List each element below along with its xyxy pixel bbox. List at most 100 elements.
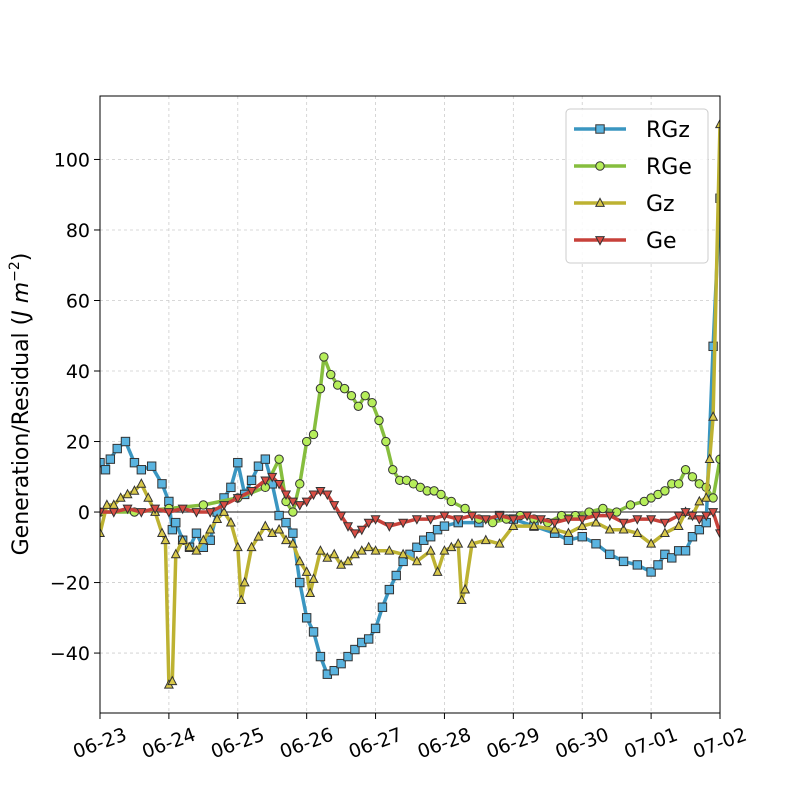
legend-label: Gz — [646, 192, 675, 217]
x-tick-label: 06-27 — [346, 724, 405, 764]
legend-box — [565, 108, 709, 264]
data-point — [280, 534, 292, 545]
data-point — [425, 532, 436, 542]
data-point — [425, 515, 436, 525]
data-point — [381, 436, 391, 447]
data-point — [308, 490, 319, 501]
data-point — [101, 499, 112, 509]
y-tick-label: −20 — [50, 573, 90, 595]
data-point — [708, 411, 719, 421]
data-point — [704, 453, 715, 464]
data-point — [714, 118, 720, 129]
data-point — [370, 545, 381, 555]
data-point — [687, 532, 698, 542]
data-point — [590, 511, 602, 522]
y-tick-label: 20 — [66, 432, 90, 454]
data-point — [143, 492, 154, 502]
data-point — [274, 510, 284, 521]
data-point — [170, 548, 181, 559]
data-point — [319, 352, 329, 362]
data-point — [177, 504, 188, 515]
data-point — [233, 457, 243, 468]
data-point — [535, 515, 546, 525]
data-point — [632, 527, 643, 538]
data-point — [694, 524, 705, 535]
data-point — [120, 436, 131, 447]
data-point — [177, 534, 188, 545]
data-point — [232, 541, 243, 552]
data-point — [577, 532, 587, 542]
data-point — [191, 508, 202, 518]
data-point — [653, 560, 663, 570]
data-point — [377, 602, 388, 612]
data-point — [295, 479, 305, 489]
data-point — [150, 504, 161, 515]
data-point — [191, 545, 202, 555]
data-point — [659, 527, 670, 538]
data-point — [646, 515, 657, 525]
data-point — [701, 511, 712, 522]
data-point — [226, 482, 236, 493]
data-point — [146, 461, 157, 471]
data-point — [280, 490, 292, 501]
data-point — [632, 560, 643, 570]
data-point — [398, 518, 409, 529]
data-point — [680, 465, 691, 475]
data-point — [322, 490, 333, 501]
data-point — [673, 511, 684, 522]
y-axis-label: Generation/Residual (J m−2) — [7, 253, 34, 556]
data-point — [136, 508, 147, 518]
data-point — [100, 465, 111, 475]
data-point — [618, 518, 629, 529]
y-tick-label: 40 — [66, 361, 90, 383]
data-point — [301, 613, 312, 623]
data-point — [439, 521, 450, 531]
data-point — [349, 529, 360, 539]
data-point — [439, 545, 450, 555]
y-axis-label-exp: −2 — [7, 261, 23, 282]
data-point — [167, 675, 178, 686]
data-point — [604, 511, 615, 522]
data-point — [694, 495, 705, 506]
data-point — [367, 398, 377, 408]
data-point — [100, 508, 106, 518]
data-point — [577, 520, 588, 530]
x-tick-label: 06-24 — [139, 724, 198, 764]
data-point — [398, 548, 409, 559]
data-point — [460, 583, 471, 594]
data-point — [205, 523, 216, 534]
data-point — [480, 534, 491, 545]
data-point — [425, 545, 436, 555]
data-point — [301, 436, 312, 447]
data-point — [129, 485, 140, 495]
data-point — [342, 522, 354, 532]
data-point — [171, 517, 181, 528]
data-point — [563, 535, 574, 545]
data-point — [122, 504, 133, 515]
data-point — [694, 515, 705, 525]
data-point — [315, 545, 326, 555]
legend-marker — [595, 161, 605, 171]
data-point — [343, 651, 353, 662]
data-point — [108, 508, 119, 518]
data-point — [122, 488, 133, 499]
y-tick-label: 0 — [78, 502, 90, 524]
data-point — [439, 511, 450, 522]
data-point — [659, 518, 670, 529]
data-point — [412, 542, 422, 552]
data-point — [549, 523, 560, 534]
data-point — [522, 511, 533, 522]
data-point — [618, 556, 629, 567]
data-point — [605, 549, 615, 560]
data-point — [494, 538, 505, 548]
data-point — [218, 501, 230, 511]
data-point — [301, 497, 312, 508]
x-tick-label: 06-23 — [70, 724, 129, 764]
data-point — [446, 541, 457, 552]
data-point — [326, 369, 336, 380]
data-point — [370, 515, 381, 525]
y-axis: −40 −20 0 20 40 60 80 100 — [50, 149, 100, 665]
data-point — [184, 541, 195, 552]
data-point — [305, 587, 316, 597]
